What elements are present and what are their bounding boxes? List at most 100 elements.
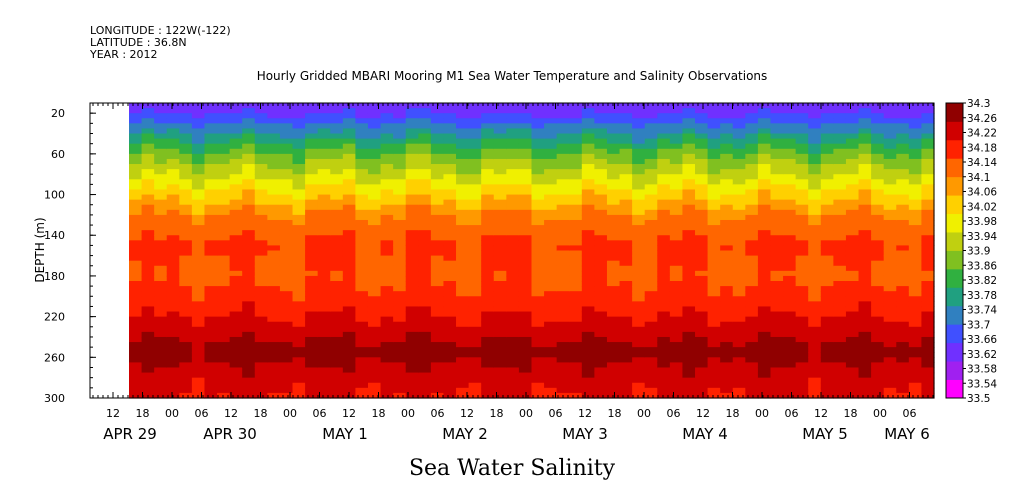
heatmap-cell xyxy=(871,133,885,140)
heatmap-cell xyxy=(443,382,457,389)
heatmap-cell xyxy=(330,387,344,394)
heatmap-cell xyxy=(858,306,872,313)
heatmap-cell xyxy=(858,103,872,109)
heatmap-cell xyxy=(279,118,294,124)
heatmap-cell xyxy=(166,326,180,333)
heatmap-cell xyxy=(908,306,923,313)
heatmap-cell xyxy=(619,138,633,145)
heatmap-cell xyxy=(858,225,872,231)
heatmap-cell xyxy=(820,281,834,287)
heatmap-cell xyxy=(757,184,772,191)
heatmap-cell xyxy=(279,250,294,257)
heatmap-cell xyxy=(581,250,595,257)
heatmap-cell xyxy=(481,301,495,308)
heatmap-cell xyxy=(770,128,784,135)
heatmap-cell xyxy=(330,174,344,180)
heatmap-cell xyxy=(833,128,847,135)
heatmap-cell xyxy=(544,260,558,267)
heatmap-cell xyxy=(732,296,746,302)
heatmap-cell xyxy=(242,372,256,379)
heatmap-cell xyxy=(707,148,721,155)
heatmap-cell xyxy=(367,367,382,374)
heatmap-cell xyxy=(279,291,294,297)
heatmap-cell xyxy=(695,133,709,140)
heatmap-cell xyxy=(632,199,646,206)
heatmap-cell xyxy=(657,326,671,333)
heatmap-cell xyxy=(720,311,734,318)
heatmap-cell xyxy=(581,321,595,328)
heatmap-cell xyxy=(342,321,357,328)
heatmap-cell xyxy=(556,169,570,175)
heatmap-cell xyxy=(330,194,344,201)
heatmap-cell xyxy=(808,219,822,226)
heatmap-cell xyxy=(531,169,545,175)
heatmap-cell xyxy=(921,214,935,221)
heatmap-cell xyxy=(657,301,671,308)
heatmap-cell xyxy=(518,113,533,119)
heatmap-cell xyxy=(242,362,256,369)
heatmap-cell xyxy=(129,352,143,358)
heatmap-cell xyxy=(179,209,193,216)
heatmap-cell xyxy=(657,265,671,272)
heatmap-cell xyxy=(204,342,218,348)
heatmap-cell xyxy=(166,281,180,287)
heatmap-cell xyxy=(795,133,809,140)
heatmap-cell xyxy=(682,113,696,119)
heatmap-cell xyxy=(858,199,872,206)
heatmap-cell xyxy=(342,204,357,211)
heatmap-cell xyxy=(380,245,394,252)
heatmap-cell xyxy=(204,204,218,211)
heatmap-cell xyxy=(481,321,495,328)
heatmap-cell xyxy=(896,250,910,257)
heatmap-cell xyxy=(393,204,407,211)
heatmap-cell xyxy=(757,113,772,119)
heatmap-cell xyxy=(569,199,583,206)
heatmap-cell xyxy=(342,148,357,155)
heatmap-cell xyxy=(367,199,382,206)
heatmap-cell xyxy=(443,199,457,206)
colorbar-tick-label: 33.74 xyxy=(967,305,997,317)
heatmap-cell xyxy=(443,377,457,384)
heatmap-cell xyxy=(544,306,558,313)
heatmap-cell xyxy=(820,214,834,221)
heatmap-cell xyxy=(405,286,419,292)
heatmap-cell xyxy=(619,194,633,201)
heatmap-cell xyxy=(682,367,696,374)
heatmap-cell xyxy=(921,235,935,241)
heatmap-cell xyxy=(632,245,646,252)
heatmap-cell xyxy=(833,235,847,241)
heatmap-cell xyxy=(808,235,822,241)
heatmap-cell xyxy=(380,265,394,272)
heatmap-cell xyxy=(330,189,344,196)
heatmap-cell xyxy=(443,311,457,318)
heatmap-cell xyxy=(229,204,243,211)
heatmap-cell xyxy=(443,342,457,348)
heatmap-cell xyxy=(745,204,759,211)
colorbar-swatch xyxy=(946,232,963,251)
heatmap-cell xyxy=(707,169,721,175)
heatmap-cell xyxy=(342,311,357,318)
heatmap-cell xyxy=(330,250,344,257)
heatmap-cell xyxy=(594,255,608,262)
heatmap-cell xyxy=(581,382,595,389)
heatmap-cell xyxy=(393,342,407,348)
heatmap-cell xyxy=(305,306,319,313)
heatmap-cell xyxy=(745,255,759,262)
heatmap-cell xyxy=(493,174,507,180)
heatmap-cell xyxy=(305,301,319,308)
heatmap-cell xyxy=(292,179,306,185)
heatmap-cell xyxy=(141,291,155,297)
heatmap-cell xyxy=(367,372,382,379)
heatmap-cell xyxy=(418,158,432,165)
heatmap-cell xyxy=(456,362,470,369)
heatmap-cell xyxy=(783,230,797,236)
heatmap-cell xyxy=(795,169,809,175)
heatmap-cell xyxy=(456,158,470,165)
heatmap-cell xyxy=(757,382,772,389)
heatmap-cell xyxy=(204,245,218,252)
heatmap-cell xyxy=(229,387,243,394)
heatmap-cell xyxy=(405,194,419,201)
heatmap-cell xyxy=(468,382,482,389)
heatmap-cell xyxy=(380,291,394,297)
heatmap-cell xyxy=(896,230,910,236)
